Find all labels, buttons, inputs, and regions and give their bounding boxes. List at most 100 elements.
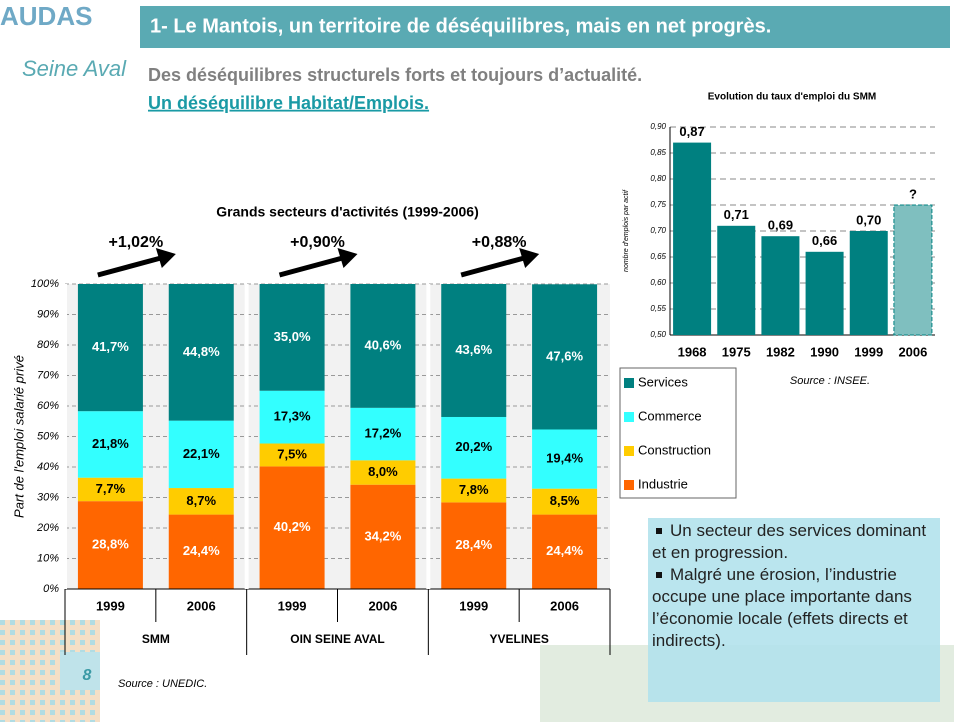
logo-top: AUDAS bbox=[0, 1, 92, 31]
arrow-head bbox=[519, 248, 540, 268]
bar bbox=[717, 225, 756, 335]
bar-segment bbox=[168, 488, 234, 515]
bar-segment bbox=[259, 390, 325, 444]
data-label: 17,2% bbox=[364, 425, 401, 440]
bullet: Un secteur des services dominant et en p… bbox=[652, 520, 936, 564]
data-label: 0,87 bbox=[679, 124, 704, 139]
trend-arrow bbox=[278, 255, 344, 278]
legend-label: Commerce bbox=[638, 408, 702, 423]
page-badge bbox=[60, 652, 100, 690]
bar-segment bbox=[441, 416, 507, 479]
x-tick-label: 1999 bbox=[854, 344, 883, 359]
legend-swatch bbox=[624, 378, 634, 388]
y-tick-label: 100% bbox=[31, 278, 59, 290]
legend-swatch bbox=[624, 412, 634, 422]
data-label: 8,5% bbox=[550, 493, 580, 508]
data-label: 35,0% bbox=[274, 329, 311, 344]
arrow-head bbox=[337, 248, 358, 268]
arrow-head bbox=[155, 248, 176, 268]
y-tick-label: 10% bbox=[37, 552, 59, 564]
data-label: 21,8% bbox=[92, 436, 129, 451]
bar-segment bbox=[532, 284, 598, 430]
x-tick-label: 1975 bbox=[722, 344, 751, 359]
data-label: 40,6% bbox=[364, 337, 401, 352]
data-label: 7,5% bbox=[277, 446, 307, 461]
bar-segment bbox=[532, 488, 598, 515]
bullet: Malgré une érosion, l’industrie occupe u… bbox=[652, 564, 936, 652]
y-tick-label: 30% bbox=[37, 491, 59, 503]
data-label: ? bbox=[909, 186, 917, 201]
group-label: YVELINES bbox=[489, 632, 548, 646]
bar-segment bbox=[259, 466, 325, 589]
legend-box bbox=[619, 367, 737, 499]
bar-segment bbox=[350, 284, 416, 408]
bar-segment bbox=[532, 429, 598, 489]
data-label: 0,70 bbox=[856, 212, 881, 227]
legend-label: Construction bbox=[638, 442, 711, 457]
data-label: 22,1% bbox=[183, 446, 220, 461]
y-tick-label: 80% bbox=[37, 339, 59, 351]
legend-label: Industrie bbox=[638, 476, 688, 491]
data-label: 8,7% bbox=[186, 493, 216, 508]
legend-swatch bbox=[624, 446, 634, 456]
bar-segment bbox=[77, 501, 143, 589]
x-tick-label: 1999 bbox=[96, 598, 125, 613]
data-label: 24,4% bbox=[546, 543, 583, 558]
data-label: 0,69 bbox=[768, 218, 793, 233]
y-tick-label: 0,70 bbox=[650, 226, 666, 235]
data-label: 0,71 bbox=[724, 207, 749, 222]
bar bbox=[673, 142, 712, 335]
annotation: +0,90% bbox=[290, 234, 345, 251]
x-tick-label: 1968 bbox=[678, 344, 707, 359]
x-tick-label: 2006 bbox=[187, 598, 216, 613]
x-tick-label: 2006 bbox=[368, 598, 397, 613]
bar-segment bbox=[350, 407, 416, 461]
data-label: 40,2% bbox=[274, 519, 311, 534]
bar-segment bbox=[441, 502, 507, 589]
y-tick-label: 20% bbox=[36, 522, 59, 534]
y-tick-label: 60% bbox=[37, 400, 59, 412]
data-label: 47,6% bbox=[546, 348, 583, 363]
y-tick-label: 40% bbox=[37, 461, 59, 473]
data-label: 7,7% bbox=[96, 481, 126, 496]
trend-arrow bbox=[460, 255, 525, 278]
bar bbox=[805, 251, 844, 335]
group-label: SMM bbox=[142, 632, 170, 646]
data-label: 34,2% bbox=[364, 528, 401, 543]
y-tick-label: 0,65 bbox=[650, 252, 666, 261]
bar-segment bbox=[168, 420, 234, 489]
y-axis-label: nombre d'emplois par actif bbox=[623, 189, 630, 272]
bar-segment bbox=[350, 460, 416, 485]
chart-title: Grands secteurs d'activités (1999-2006) bbox=[216, 204, 478, 220]
bar-segment bbox=[77, 411, 143, 478]
y-tick-label: 0,55 bbox=[650, 304, 666, 313]
bar-segment bbox=[532, 514, 598, 589]
source-note: Source : INSEE. bbox=[790, 375, 870, 387]
y-tick-label: 0,90 bbox=[650, 122, 666, 131]
subtitle-link: Un déséquilibre Habitat/Emplois. bbox=[148, 93, 429, 113]
slide-title: 1- Le Mantois, un territoire de déséquil… bbox=[150, 15, 771, 37]
subtitle: Des déséquilibres structurels forts et t… bbox=[148, 65, 642, 85]
x-tick-label: 1999 bbox=[278, 598, 307, 613]
y-tick-label: 0,85 bbox=[650, 148, 666, 157]
data-label: 7,8% bbox=[459, 482, 489, 497]
annotation: +0,88% bbox=[472, 234, 527, 251]
y-tick-label: 0,75 bbox=[650, 200, 666, 209]
bar-segment bbox=[259, 284, 325, 391]
bar bbox=[893, 204, 933, 336]
annotation: +1,02% bbox=[108, 234, 163, 251]
bar-segment bbox=[259, 443, 325, 467]
x-tick-label: 2006 bbox=[898, 344, 927, 359]
bar-segment bbox=[441, 478, 507, 503]
legend-swatch bbox=[624, 480, 634, 490]
bar bbox=[849, 231, 888, 335]
bar-segment bbox=[77, 477, 143, 502]
bar-segment bbox=[77, 284, 143, 412]
bullet-box: Un secteur des services dominant et en p… bbox=[648, 518, 940, 702]
y-tick-label: 0,80 bbox=[650, 174, 666, 183]
y-tick-label: 90% bbox=[37, 308, 59, 320]
legend-label: Services bbox=[638, 374, 688, 389]
x-tick-label: 1999 bbox=[459, 598, 488, 613]
